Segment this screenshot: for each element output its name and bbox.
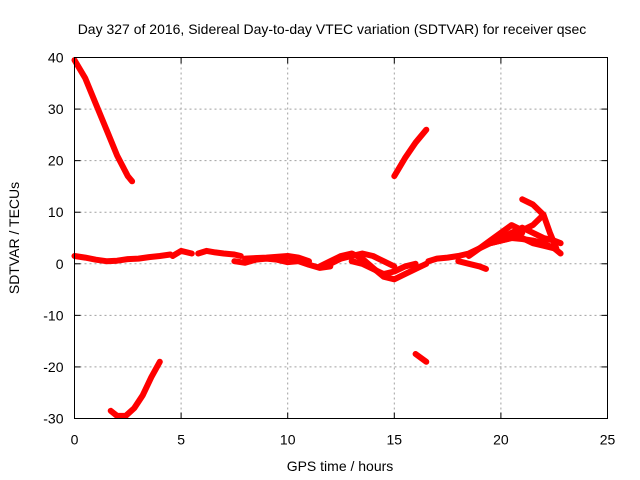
y-tick-label: 0 [56,256,64,272]
series-arc-12 [412,351,430,365]
y-axis-label: SDTVAR / TECUs [6,182,22,294]
series-arc-14 [455,258,489,272]
series-arc-1 [71,57,136,185]
series-arc-3 [107,358,163,419]
axis-ticks: 0 5 10 15 20 25 -30 -20 -10 0 10 20 30 40 [43,50,615,448]
x-tick-label: 0 [71,432,79,448]
x-tick-label: 10 [280,432,296,448]
y-tick-label: -10 [43,307,63,323]
y-tick-label: 20 [48,153,64,169]
y-tick-label: -20 [43,359,63,375]
x-tick-label: 15 [387,432,403,448]
series-arc-18 [519,196,560,252]
x-tick-label: 5 [177,432,185,448]
series-arc-10 [348,258,419,278]
y-tick-label: 10 [48,204,64,220]
series-arc-9 [327,250,398,270]
x-tick-label: 25 [600,432,616,448]
series-arc-4 [169,247,195,259]
x-tick-label: 20 [493,432,509,448]
y-tick-label: 40 [48,50,64,66]
x-axis-label: GPS time / hours [287,458,394,474]
series-arc-19 [519,235,558,252]
series-arc-2 [71,251,174,265]
data-series [71,57,564,419]
series-arc-15 [465,211,547,259]
y-tick-label: -30 [43,411,63,427]
series-arc-5 [195,247,244,259]
grid-lines [74,57,608,419]
plot-frame [74,57,608,419]
series-arc-11 [391,126,430,180]
y-tick-label: 30 [48,101,64,117]
chart-title: Day 327 of 2016, Sidereal Day-to-day VTE… [78,21,587,37]
series-arc-7 [242,253,312,265]
